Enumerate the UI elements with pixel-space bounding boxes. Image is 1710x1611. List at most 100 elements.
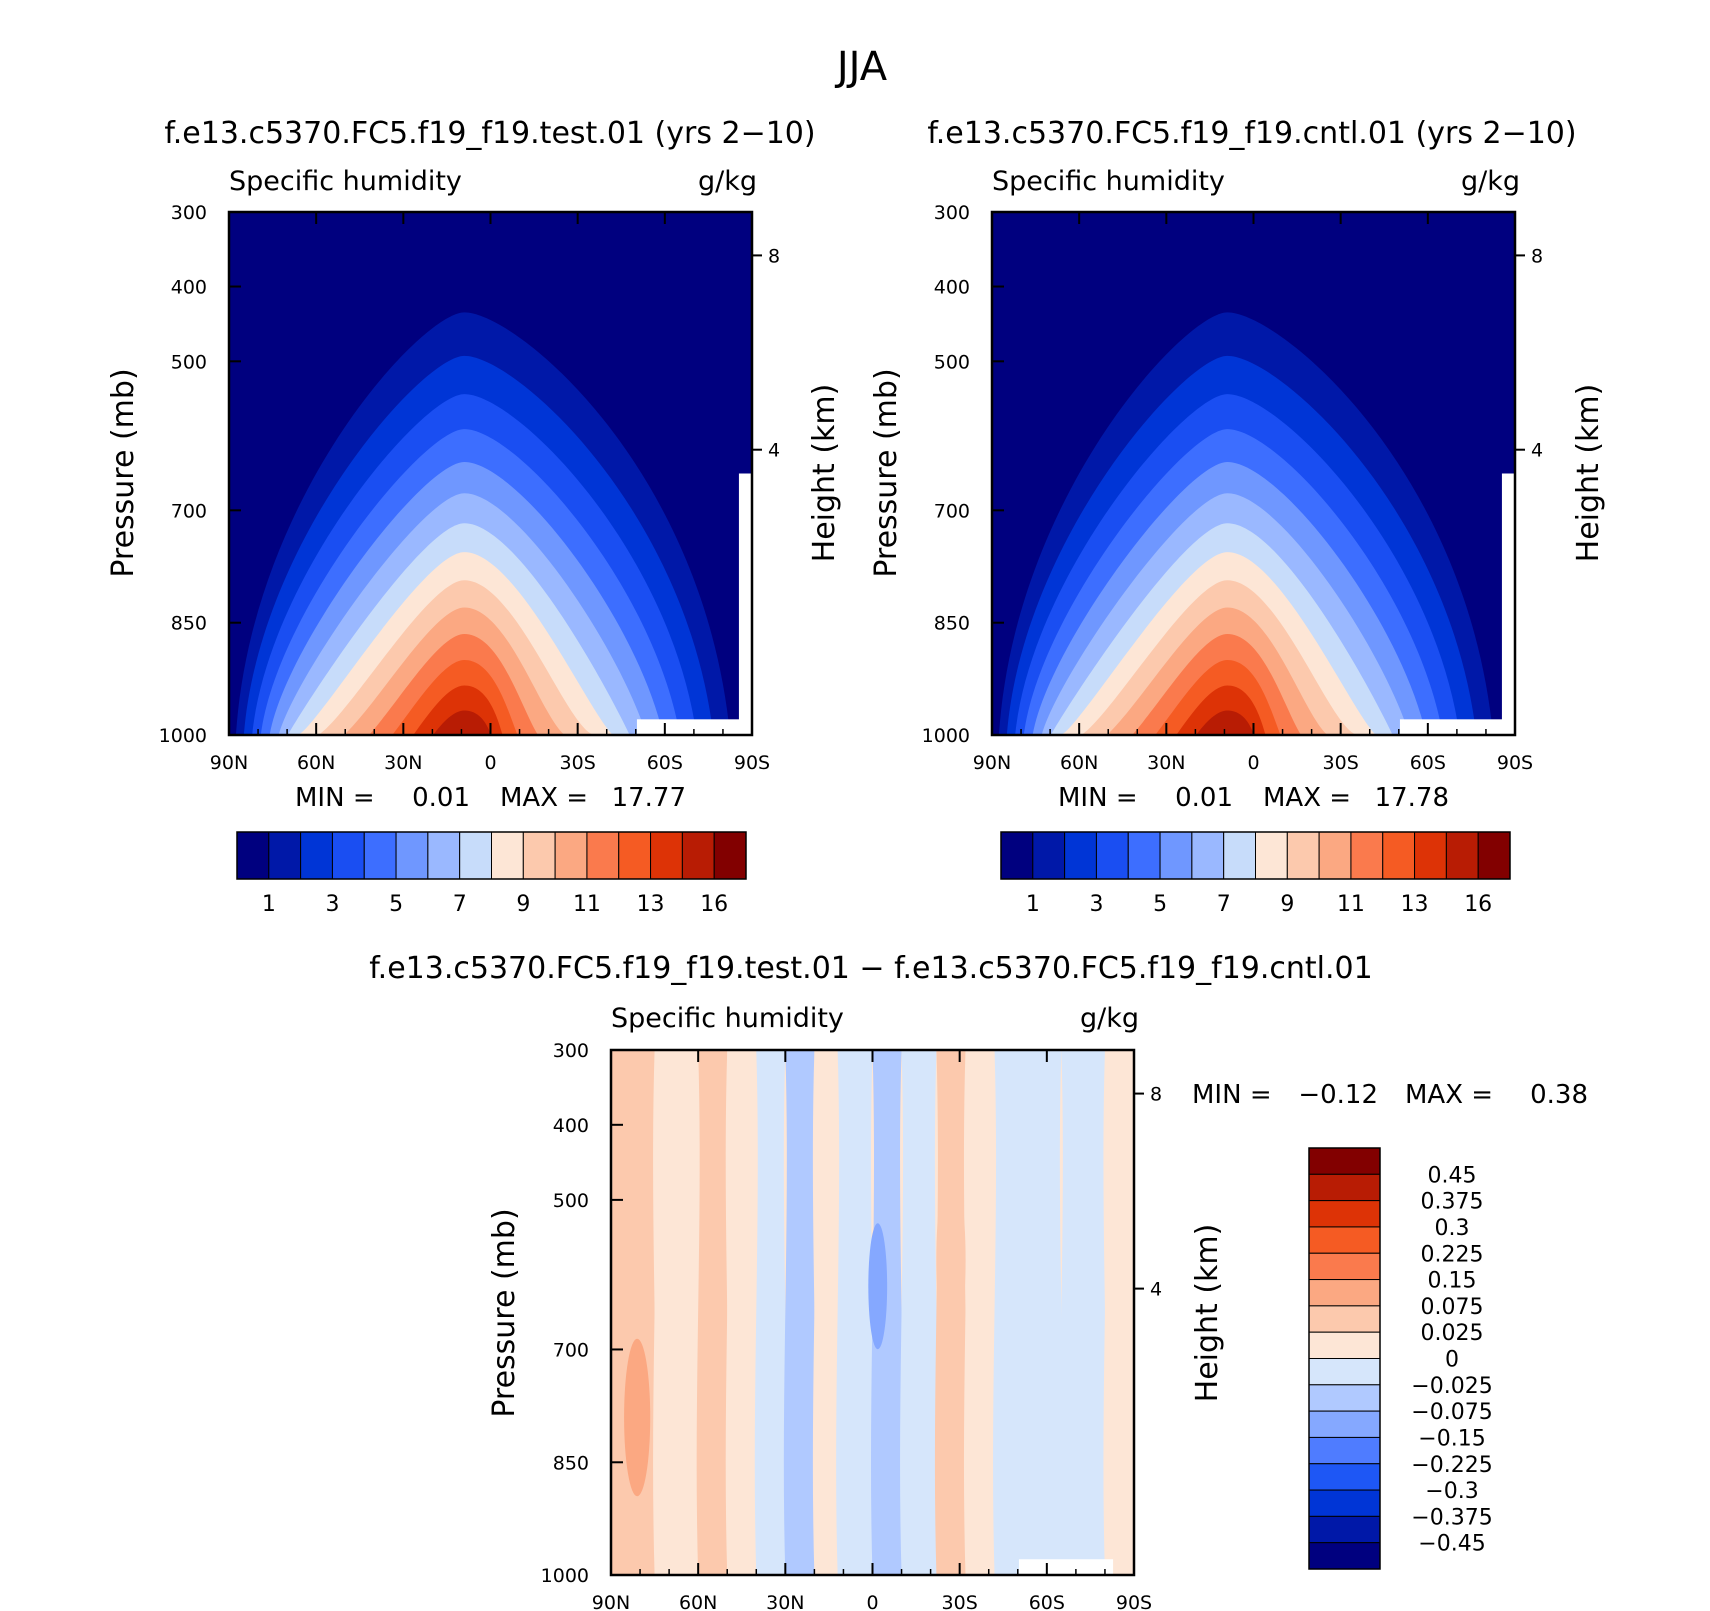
x-tick-label: 30N (766, 1592, 804, 1611)
colorbar-frame (1308, 1147, 1381, 1570)
panel1-max: 17.77 (612, 783, 686, 813)
colorbar-label: 0.375 (1421, 1190, 1484, 1215)
colorbar-label: 0.025 (1421, 1321, 1484, 1346)
colorbar-box (1308, 1200, 1381, 1228)
x-tick-label: 90S (734, 752, 770, 774)
contour-band (754, 1050, 787, 1575)
y-tick-label: 850 (553, 1452, 589, 1474)
panel3-variable: Specific humidity (611, 1003, 844, 1034)
panel2-variable: Specific humidity (992, 166, 1225, 197)
contour-band (355, 710, 513, 735)
colorbar-label: 11 (1337, 892, 1365, 917)
colorbar-box (491, 831, 524, 880)
panel2-units: g/kg (1461, 166, 1520, 197)
control-panel: f.e13.c5370.FC5.f19_f19.cntl.01 (yrs 2−1… (869, 116, 1606, 917)
panel1-ylabel-right: Height (km) (807, 384, 842, 563)
colorbar-frame (236, 831, 747, 880)
colorbar-label: −0.075 (1411, 1400, 1492, 1425)
contour-band (900, 1050, 938, 1575)
x-tick-label: 60S (1029, 1592, 1065, 1611)
y-tick-label: 300 (934, 202, 970, 224)
colorbar-box (1308, 1384, 1381, 1412)
missing-data (1018, 1559, 1114, 1575)
colorbar-box (1308, 1489, 1381, 1517)
panel3-title: f.e13.c5370.FC5.f19_f19.test.01 − f.e13.… (369, 951, 1372, 986)
colorbar-box (1308, 1515, 1381, 1544)
colorbar-label: 5 (1153, 892, 1167, 917)
y-right-tick-label: 4 (768, 440, 780, 462)
colorbar-box (427, 831, 461, 880)
panel2-axes: 90N 60N 30N 0 30S 60S 90S 300 400 500 700 850 1000 8 4 (922, 202, 1543, 774)
panel3-max: 0.38 (1530, 1080, 1588, 1110)
colorbar-box (1477, 831, 1511, 880)
panel1-max-label: MAX = (500, 783, 588, 813)
y-right-tick-label: 4 (1150, 1279, 1162, 1301)
panel1-min-label: MIN = (295, 783, 375, 813)
colorbar-label: 0.3 (1435, 1216, 1470, 1241)
contour-band (870, 1050, 904, 1575)
colorbar-box (1308, 1279, 1381, 1307)
panel1-contours (229, 212, 752, 735)
colorbar-box (1308, 1147, 1381, 1175)
contour-band (993, 1050, 1063, 1575)
y-tick-label: 700 (553, 1339, 589, 1361)
colorbar-label: 0.15 (1428, 1269, 1477, 1294)
panel2-colorbar: 1 3 5 7 9 11 13 16 (1000, 831, 1511, 917)
panel3-ylabel-right: Height (km) (1190, 1224, 1225, 1403)
y-tick-label: 500 (171, 351, 207, 373)
y-tick-label: 850 (171, 613, 207, 635)
colorbar-box (650, 831, 683, 880)
colorbar-box (1000, 831, 1034, 880)
y-tick-label: 1000 (541, 1565, 589, 1587)
colorbar-box (1382, 831, 1416, 880)
x-tick-label: 90N (592, 1592, 630, 1611)
x-tick-label: 90S (1116, 1592, 1152, 1611)
panel3-ylabel: Pressure (mb) (487, 1208, 522, 1417)
colorbar-label: 16 (700, 892, 728, 917)
y-tick-label: 700 (934, 500, 970, 522)
colorbar-box (1308, 1410, 1381, 1438)
colorbar-box (1255, 831, 1288, 880)
contour-band (868, 1223, 888, 1350)
colorbar-box (1414, 831, 1447, 880)
colorbar-label: 9 (516, 892, 530, 917)
y-tick-label: 400 (934, 277, 970, 299)
colorbar-box (554, 831, 588, 880)
x-tick-label: 60N (1060, 752, 1098, 774)
colorbar-label: 0.075 (1421, 1295, 1484, 1320)
x-tick-label: 30S (942, 1592, 978, 1611)
x-tick-label: 0 (866, 1592, 878, 1611)
x-tick-label: 0 (1247, 752, 1259, 774)
x-tick-label: 30S (1323, 752, 1359, 774)
contour-band (1059, 1050, 1107, 1575)
x-tick-label: 60N (679, 1592, 717, 1611)
colorbar-box (681, 831, 715, 880)
colorbar-label: 9 (1280, 892, 1294, 917)
contour-band (611, 1050, 657, 1575)
figure-title: JJA (834, 44, 888, 90)
x-tick-label: 60S (647, 752, 683, 774)
colorbar-box (1095, 831, 1129, 880)
panel1-variable: Specific humidity (229, 166, 462, 197)
contour-band (653, 1050, 700, 1575)
y-right-tick-label: 8 (768, 245, 780, 267)
colorbar-label: −0.15 (1418, 1426, 1485, 1451)
contour-band (696, 1050, 729, 1575)
panel3-axes: 90N 60N 30N 0 30S 60S 90S 300 400 500 700 850 1000 8 4 (541, 1040, 1162, 1611)
colorbar-label: −0.025 (1411, 1374, 1492, 1399)
contour-band (836, 1050, 875, 1575)
x-tick-label: 90S (1497, 752, 1533, 774)
y-tick-label: 500 (553, 1190, 589, 1212)
y-right-tick-label: 8 (1150, 1084, 1162, 1106)
colorbar-box (1308, 1305, 1381, 1333)
colorbar-box (1159, 831, 1193, 880)
panel2-title: f.e13.c5370.FC5.f19_f19.cntl.01 (yrs 2−1… (927, 116, 1576, 151)
panel2-min-label: MIN = (1058, 783, 1138, 813)
y-tick-label: 1000 (922, 725, 970, 747)
colorbar-box (1308, 1331, 1381, 1359)
colorbar-box (1318, 831, 1352, 880)
panel1-units: g/kg (698, 166, 757, 197)
panel3-contours (611, 1050, 1134, 1575)
y-right-tick-label: 8 (1531, 245, 1543, 267)
colorbar-box (1350, 831, 1384, 880)
